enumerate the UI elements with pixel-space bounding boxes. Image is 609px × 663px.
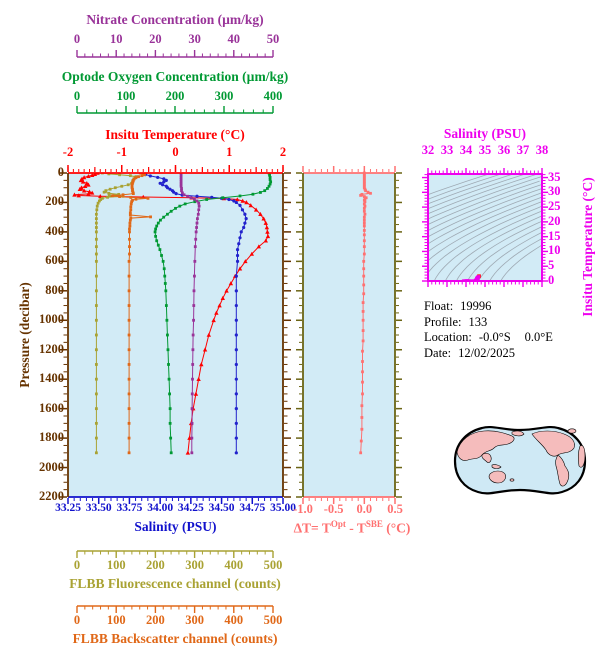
tick-label: 0 xyxy=(73,613,81,627)
tick-label: 300 xyxy=(185,613,204,627)
tick-label: 400 xyxy=(224,613,244,627)
tick-label: 1 xyxy=(226,145,233,159)
tick-label: 37 xyxy=(516,143,530,157)
profile-number-value: 133 xyxy=(468,314,488,329)
delta-t-label-part: (°C) xyxy=(382,520,411,536)
location-line: Location: -0.0°S 0.0°E xyxy=(424,330,553,346)
ts-salinity-axis-title: Salinity (PSU) xyxy=(443,126,527,141)
tick-label: 36 xyxy=(497,143,511,157)
tick-label: 1400 xyxy=(39,371,64,386)
tick-label: 15 xyxy=(548,228,561,243)
tick-label: 1800 xyxy=(39,430,64,445)
tick-label: 500 xyxy=(263,613,283,627)
fluorescence-axis-title: FLBB Fluorescence channel (counts) xyxy=(69,576,281,591)
tick-label: 30 xyxy=(548,184,561,199)
tick-label: 300 xyxy=(185,558,204,572)
tick-label: 35 xyxy=(478,143,492,157)
tick-label: 300 xyxy=(214,89,234,103)
tick-label: 33.25 xyxy=(55,502,81,514)
tick-label: 200 xyxy=(146,613,165,627)
date-value: 12/02/2025 xyxy=(458,345,516,360)
tick-label: 400 xyxy=(263,89,283,103)
tick-label: 35 xyxy=(548,169,561,184)
tick-label: 200 xyxy=(146,558,165,572)
tick-label: 40 xyxy=(227,32,241,46)
nitrate-axis-title: Nitrate Concentration (µm/kg) xyxy=(86,12,264,27)
tick-label: 20 xyxy=(149,32,162,46)
tick-label: 33 xyxy=(440,143,454,157)
location-lat-value: -0.0°S xyxy=(478,330,511,344)
tick-label: -1.0 xyxy=(293,502,313,516)
delta-t-axis-title: ΔT= TOpt - TSBE (°C) xyxy=(288,519,416,537)
tick-label: 0 xyxy=(73,558,81,572)
float-info-panel: Float: 19996 Profile: 133 Location: -0.0°S 0… xyxy=(424,299,553,361)
tick-label: 25 xyxy=(548,199,561,214)
tick-label: 0 xyxy=(57,165,64,179)
tick-label: 400 xyxy=(45,223,64,238)
tick-label: 200 xyxy=(165,89,185,103)
tick-label: 34.50 xyxy=(208,502,235,514)
delta-t-label-part: - T xyxy=(345,520,366,536)
tick-label: 5 xyxy=(548,258,555,273)
tick-label: 33.50 xyxy=(85,502,112,514)
tick-label: 600 xyxy=(45,253,64,268)
temperature-axis-title: Insitu Temperature (°C) xyxy=(105,127,245,142)
tick-label: 2000 xyxy=(39,459,64,474)
tick-label: 0 xyxy=(548,273,555,287)
tick-label: 10 xyxy=(109,32,123,46)
float-id-line: Float: 19996 xyxy=(424,299,553,315)
tick-label: 10 xyxy=(548,243,561,258)
tick-label: 34 xyxy=(459,143,473,157)
tick-label: 0 xyxy=(73,89,81,103)
tick-label: 800 xyxy=(45,282,64,297)
tick-label: 1600 xyxy=(39,400,64,415)
tick-label: 34.00 xyxy=(147,502,174,514)
location-lon-value: 0.0°E xyxy=(524,330,553,344)
tick-label: 200 xyxy=(45,194,64,209)
tick-label: 1000 xyxy=(39,312,64,327)
tick-label: 33.75 xyxy=(116,502,143,514)
delta-t-label-sup-sbe: SBE xyxy=(365,519,383,529)
location-label: Location: xyxy=(424,330,472,344)
tick-label: 100 xyxy=(106,558,126,572)
float-id-label: Float: xyxy=(424,299,454,313)
date-label: Date: xyxy=(424,345,452,360)
tick-label: 500 xyxy=(263,558,283,572)
tick-label: 38 xyxy=(535,143,549,157)
tick-label: 2200 xyxy=(39,489,64,503)
backscatter-axis-title: FLBB Backscatter channel (counts) xyxy=(72,631,278,646)
float-id-value: 19996 xyxy=(460,299,492,313)
tick-label: 35.00 xyxy=(270,502,296,514)
date-line: Date: 12/02/2025 xyxy=(424,346,553,362)
profile-number-line: Profile: 133 xyxy=(424,315,553,331)
tick-label: -1 xyxy=(116,145,127,159)
tick-label: 20 xyxy=(548,213,561,228)
profile-number-label: Profile: xyxy=(424,314,462,329)
tick-label: 0.5 xyxy=(387,502,403,516)
tick-label: 0 xyxy=(172,145,179,159)
tick-label: -0.5 xyxy=(323,502,344,516)
tick-label: 34.75 xyxy=(239,502,266,514)
tick-label: 32 xyxy=(421,143,435,157)
world-map xyxy=(453,425,587,495)
tick-label: 1200 xyxy=(39,341,64,356)
tick-label: -2 xyxy=(62,145,74,159)
tick-label: 30 xyxy=(188,32,201,46)
delta-t-label-sup-opt: Opt xyxy=(330,519,346,529)
tick-label: 100 xyxy=(106,613,126,627)
tick-label: 2 xyxy=(279,145,287,159)
ts-temperature-axis-title: Insitu Temperature (°C) xyxy=(580,177,595,317)
tick-label: 400 xyxy=(224,558,244,572)
tick-label: 0.0 xyxy=(356,502,373,516)
tick-label: 50 xyxy=(266,32,280,46)
tick-label: 0 xyxy=(73,32,81,46)
tick-label: 34.25 xyxy=(177,502,204,514)
oxygen-axis-title: Optode Oxygen Concentration (µm/kg) xyxy=(61,69,289,84)
salinity-axis-title: Salinity (PSU) xyxy=(134,519,217,534)
tick-label: 100 xyxy=(116,89,136,103)
delta-t-label-part: ΔT= T xyxy=(293,520,331,536)
